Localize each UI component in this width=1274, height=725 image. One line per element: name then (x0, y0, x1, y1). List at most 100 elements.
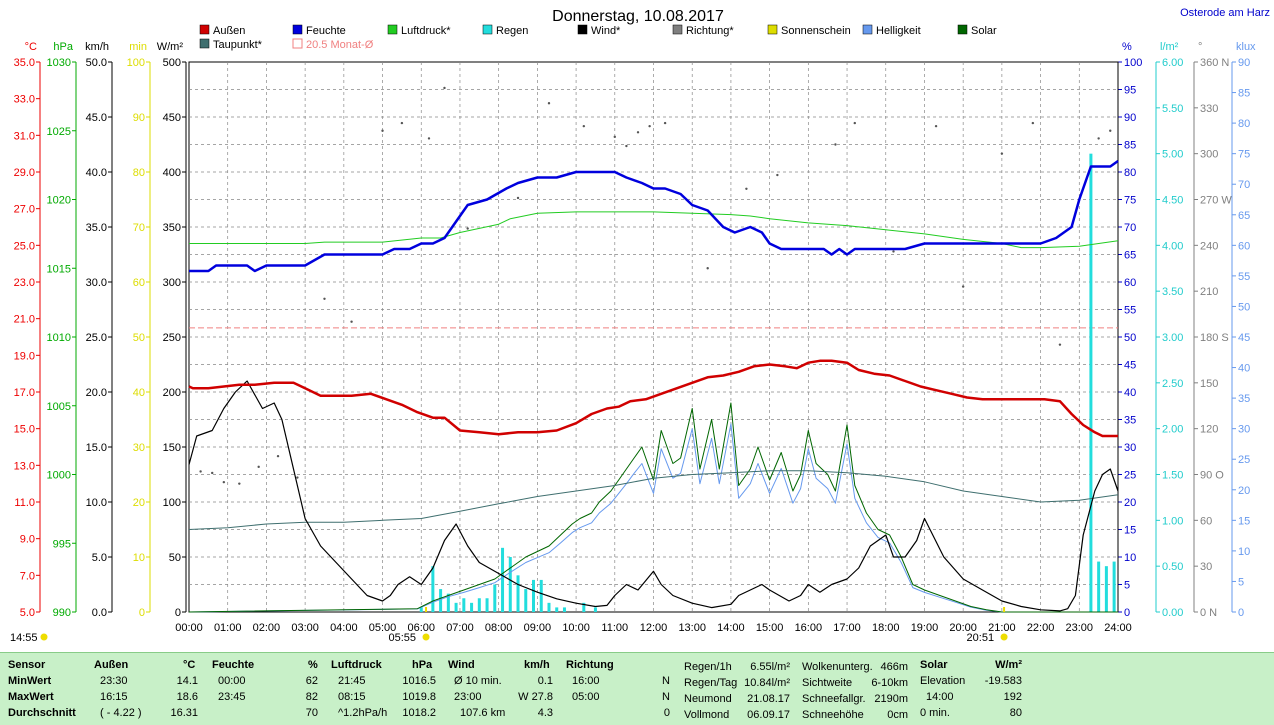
legend-swatch (199, 24, 210, 35)
x-tick-label: 11:00 (601, 622, 628, 634)
axis-tick-label: 25 (1238, 454, 1250, 466)
axis-tick-label: 35 (1238, 393, 1250, 405)
cloud-row: Sichtweite 6-10km (802, 675, 910, 691)
axis-tick-label: 1.50 (1162, 470, 1183, 482)
axes: 00:00 01:00 02:00 03:00 04:00 05:00 06:00 07:00… (14, 41, 1256, 634)
axis-unit-label: hPa (53, 41, 73, 53)
x-tick-label: 21:00 (988, 622, 1016, 634)
x-tick-label: 15:00 (756, 622, 784, 634)
axis-tick-label: 0 (1238, 607, 1244, 619)
axis-tick-label: 30.0 (86, 277, 107, 289)
axis-tick-label: 30 (1200, 561, 1212, 573)
rain-bar (1112, 561, 1116, 612)
wind-min-value: 0.1 (537, 675, 553, 687)
axis-tick-label: 30 (1124, 442, 1136, 454)
rain-value: 6.55l/m² (750, 661, 790, 673)
axis-tick-label: 300 (1200, 149, 1218, 161)
direction-point (547, 102, 551, 105)
direction-point (199, 470, 202, 473)
direction-point (1000, 152, 1004, 155)
axis-tick-label: 15 (1238, 515, 1250, 527)
axis-tick-label: 65 (1124, 250, 1136, 262)
rain-label: Regen/Tag (684, 677, 738, 689)
x-tick-label: 00:00 (175, 622, 203, 634)
x-tick-label: 05:00 (369, 622, 397, 634)
legend-label: Außen (213, 25, 245, 37)
axis-tick-label: 5.50 (1162, 103, 1183, 115)
direction-point (745, 187, 748, 191)
x-tick-label: 13:00 (678, 622, 706, 634)
stats-header-richtung: Richtung (566, 659, 614, 671)
druck-max-time: 08:15 (338, 691, 366, 703)
feuchte-avg-value: 70 (305, 707, 318, 719)
axis-tick-label: 1025 (47, 126, 71, 138)
rain-row: Regen/Tag 10.84l/m² (684, 675, 792, 691)
druck-min-value: 1016.5 (402, 675, 436, 687)
rain-bar (547, 602, 551, 612)
axis-tick-label: 35.0 (14, 57, 35, 69)
legend-swatch (672, 24, 683, 35)
humidity-line (189, 159, 1119, 273)
legend-swatch (292, 24, 303, 35)
statistics-panel: Sensor Außen °C Feuchte % Luftdruck hPa … (0, 652, 1274, 725)
wind-line (188, 380, 1119, 612)
feuchte-min-time: 00:00 (218, 675, 246, 687)
axis-tick-label: 3.50 (1162, 286, 1183, 298)
direction-point (350, 320, 353, 323)
cloud-row: Schneehöhe 0cm (802, 707, 910, 723)
axis-tick-label: 240 (1200, 240, 1218, 252)
aussen-avg-value: 16.31 (170, 707, 198, 719)
axis-tick-label: 1.00 (1162, 515, 1183, 527)
pressure-line (189, 211, 1119, 249)
legend-label: 20.5 Monat-Ø (306, 39, 374, 51)
cloud-row: Wolkenunterg. 466m (802, 659, 910, 675)
axis-tick-label: 50 (169, 552, 181, 564)
axis-tick-label: 40 (1124, 387, 1136, 399)
direction-point (961, 285, 965, 288)
legend-swatch (387, 24, 398, 35)
axis-tick-label: 0 (1124, 607, 1130, 619)
cloud-row: Schneefallgr. 2190m (802, 691, 910, 707)
brightness-line (188, 423, 1118, 613)
druck-trend: ^1.2hPa/h (338, 707, 388, 719)
axis-tick-label: 100 (163, 497, 181, 509)
rain-bar (501, 547, 505, 612)
rain-bar (539, 579, 543, 612)
temperature-line (188, 359, 1118, 438)
aussen-min-value: 14.1 (176, 675, 198, 687)
wind-max-value: W 27.8 (518, 691, 553, 703)
rain-bar (555, 607, 559, 612)
direction-point (1097, 137, 1100, 140)
stats-row-max: MaxWert 16:15 18.6 23:45 82 08:15 1019.8… (8, 689, 673, 705)
rain-bar (439, 589, 443, 612)
legend-label: Sonnenschein (781, 25, 851, 37)
axis-tick-label: 75 (1124, 195, 1136, 207)
axis-unit-label: km/h (85, 41, 109, 53)
legend: Außen Taupunkt* Feuchte 20.5 Monat-Ø Luftdru… (199, 24, 997, 51)
moon-row: Neumond 21.08.17 (684, 691, 792, 707)
axis-tick-label: 4.00 (1162, 240, 1183, 252)
legend-label: Luftdruck* (401, 25, 451, 37)
axis-tick-label: 10 (133, 552, 145, 564)
axis-unit-label: % (1122, 41, 1132, 53)
axis-tick-label: 360 N (1200, 57, 1229, 69)
axis-tick-label: 60 (133, 277, 145, 289)
legend-label: Feuchte (306, 25, 346, 37)
direction-point (853, 121, 856, 125)
stats-row-avg: Durchschnitt ( - 4.22 ) 16.31 70 ^1.2hPa… (8, 705, 673, 721)
cloud-value: 2190m (874, 693, 908, 705)
stats-row-label: MaxWert (8, 691, 54, 703)
direction-point (466, 227, 469, 230)
axis-tick-label: 990 (53, 607, 71, 619)
axis-tick-label: 90 (1124, 112, 1136, 124)
direction-point (934, 124, 938, 128)
aussen-max-value: 18.6 (176, 691, 198, 703)
axis-tick-label: 30 (1238, 424, 1250, 436)
direction-point (238, 482, 241, 485)
x-tick-label: 24:00 (1104, 622, 1132, 634)
aussen-max-time: 16:15 (100, 691, 128, 703)
axis-tick-label: 27.0 (14, 204, 35, 216)
richtung-min-time: 16:00 (572, 675, 600, 687)
x-tick-label: 14:00 (717, 622, 745, 634)
direction-point (1031, 121, 1035, 125)
